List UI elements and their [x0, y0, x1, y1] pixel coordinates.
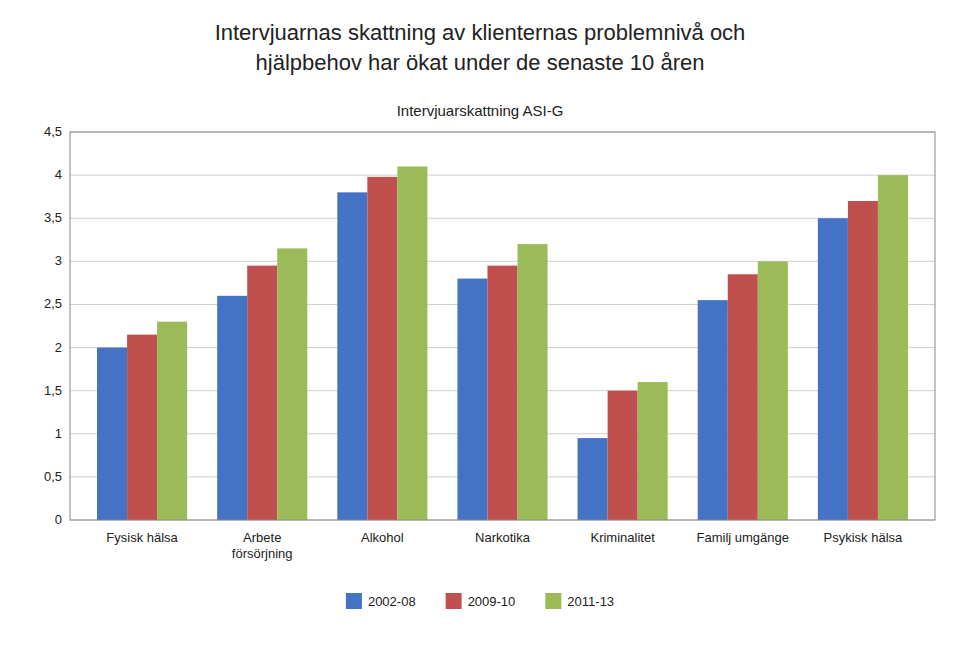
legend-swatch [545, 593, 561, 609]
y-tick-label: 4,5 [44, 124, 62, 139]
bar [157, 322, 187, 520]
legend-label: 2011-13 [567, 594, 614, 609]
grid [70, 132, 935, 520]
legend-swatch [446, 593, 462, 609]
x-tick-label: Alkohol [361, 530, 404, 545]
series [97, 192, 848, 520]
grid-line [70, 218, 935, 219]
bar [97, 348, 127, 520]
y-tick-label: 4 [55, 167, 62, 182]
bar [518, 244, 548, 520]
bar [217, 296, 247, 520]
bar [878, 175, 908, 520]
bar [487, 266, 517, 520]
y-tick-label: 2 [55, 340, 62, 355]
y-tick-label: 0 [55, 512, 62, 527]
subtitle: Intervjuarskattning ASI-G [397, 102, 564, 119]
bar [367, 177, 397, 520]
x-tick-label: Narkotika [475, 530, 531, 545]
grid-line [70, 175, 935, 176]
series [157, 166, 908, 520]
bar [578, 438, 608, 520]
y-tick-label: 1 [55, 426, 62, 441]
bar [127, 335, 157, 520]
y-tick-label: 0,5 [44, 469, 62, 484]
bar [608, 391, 638, 520]
grid-line [70, 261, 935, 262]
legend-swatch [346, 593, 362, 609]
bar [698, 300, 728, 520]
bar [818, 218, 848, 520]
legend: 2002-08 2009-10 2011-13 [346, 593, 614, 609]
x-tick-label: Kriminalitet [590, 530, 655, 545]
chart: Intervjuarnas skattning av klienternas p… [0, 0, 960, 661]
x-tick-label: Psykisk hälsa [824, 530, 904, 545]
x-axis: Fysisk hälsa Arbeteförsörjning Alkohol Nark… [106, 530, 903, 561]
y-tick-label: 2,5 [44, 296, 62, 311]
bar [457, 279, 487, 520]
y-tick-label: 3 [55, 253, 62, 268]
bar [758, 261, 788, 520]
title: Intervjuarnas skattning av klienternas p… [215, 20, 746, 75]
y-tick-label: 3,5 [44, 210, 62, 225]
x-tick-label: Fysisk hälsa [106, 530, 178, 545]
bar [397, 166, 427, 520]
bar [638, 382, 668, 520]
bar [247, 266, 277, 520]
bar [337, 192, 367, 520]
bars [97, 166, 908, 520]
plot-frame [70, 132, 935, 520]
x-tick-label: Arbeteförsörjning [232, 530, 293, 561]
legend-label: 2009-10 [468, 594, 516, 609]
bar [277, 248, 307, 520]
series [127, 177, 878, 520]
x-tick-label: Familj umgänge [697, 530, 790, 545]
y-axis: 0 0,5 1 1,5 2 2,5 3 3,5 4 4,5 [44, 124, 62, 527]
legend-label: 2002-08 [368, 594, 416, 609]
bar [848, 201, 878, 520]
bar [728, 274, 758, 520]
y-tick-label: 1,5 [44, 383, 62, 398]
